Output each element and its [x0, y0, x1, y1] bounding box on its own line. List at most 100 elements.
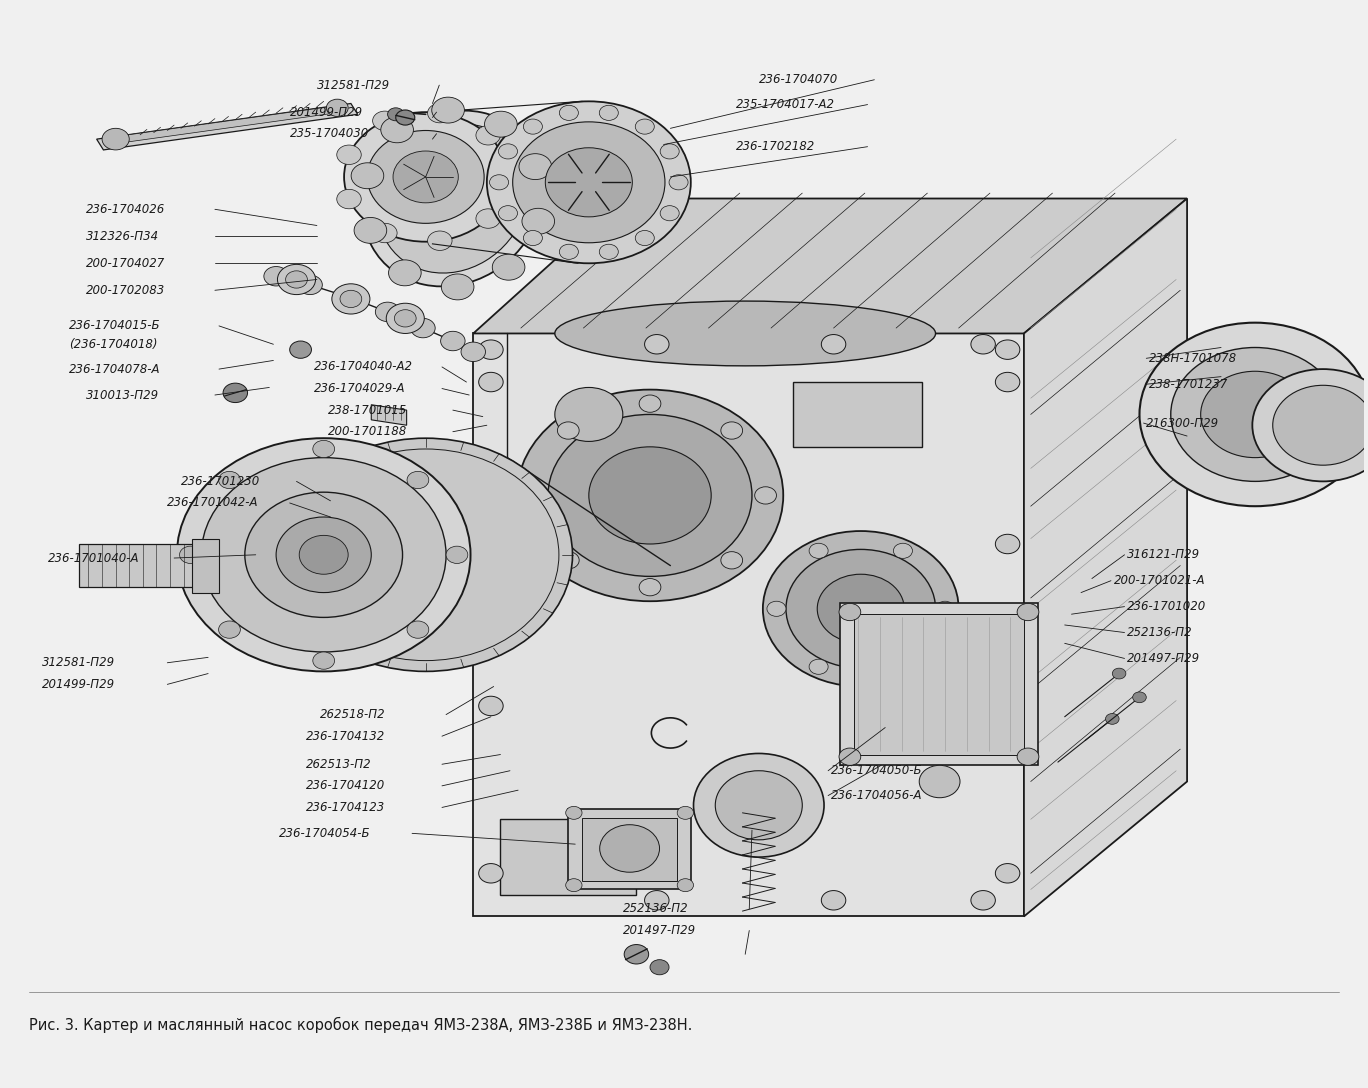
- Circle shape: [428, 103, 451, 123]
- Circle shape: [524, 119, 542, 134]
- Circle shape: [428, 231, 451, 250]
- Text: 262518-П2: 262518-П2: [320, 708, 386, 721]
- Circle shape: [566, 806, 581, 819]
- Circle shape: [677, 879, 694, 892]
- Circle shape: [644, 334, 669, 354]
- Circle shape: [996, 864, 1019, 883]
- Ellipse shape: [555, 301, 936, 366]
- Bar: [581, 818, 677, 881]
- Circle shape: [337, 189, 361, 209]
- Circle shape: [661, 206, 679, 221]
- Text: 236-1704054-Б: 236-1704054-Б: [279, 827, 371, 840]
- Circle shape: [1018, 749, 1038, 765]
- Text: 236-1704120: 236-1704120: [306, 779, 386, 792]
- Circle shape: [555, 387, 622, 442]
- Circle shape: [588, 447, 711, 544]
- Circle shape: [492, 255, 525, 281]
- Text: 236-1701230: 236-1701230: [181, 474, 260, 487]
- Circle shape: [560, 244, 579, 259]
- Polygon shape: [79, 544, 201, 588]
- Circle shape: [484, 111, 517, 137]
- Circle shape: [446, 546, 468, 564]
- Circle shape: [386, 304, 424, 333]
- Circle shape: [1252, 369, 1368, 481]
- Circle shape: [599, 106, 618, 121]
- Circle shape: [1171, 347, 1339, 481]
- Circle shape: [495, 168, 520, 187]
- Circle shape: [367, 131, 484, 223]
- Circle shape: [524, 231, 542, 246]
- Circle shape: [103, 128, 129, 150]
- Circle shape: [721, 422, 743, 440]
- Text: 201499-П29: 201499-П29: [290, 106, 363, 119]
- Circle shape: [599, 244, 618, 259]
- Text: 236-1704026: 236-1704026: [86, 202, 166, 215]
- Circle shape: [821, 334, 845, 354]
- Circle shape: [839, 749, 860, 765]
- Circle shape: [518, 153, 551, 180]
- Circle shape: [549, 415, 752, 577]
- Circle shape: [971, 891, 996, 910]
- Circle shape: [524, 486, 546, 504]
- Circle shape: [650, 960, 669, 975]
- Text: 236-1704070: 236-1704070: [759, 73, 839, 86]
- Circle shape: [408, 471, 428, 489]
- Polygon shape: [473, 333, 1023, 916]
- Text: 252136-П2: 252136-П2: [622, 902, 688, 915]
- Text: 236-1704056-А: 236-1704056-А: [830, 789, 922, 802]
- Circle shape: [996, 372, 1019, 392]
- Text: 310013-П29: 310013-П29: [86, 388, 159, 401]
- Circle shape: [298, 275, 323, 295]
- Text: 236-1704029-А: 236-1704029-А: [315, 382, 406, 395]
- Circle shape: [1112, 668, 1126, 679]
- Circle shape: [442, 274, 473, 300]
- Text: 201499-П29: 201499-П29: [42, 678, 115, 691]
- Text: 262513-П2: 262513-П2: [306, 757, 372, 770]
- Circle shape: [694, 754, 824, 857]
- Circle shape: [715, 770, 802, 840]
- Circle shape: [996, 696, 1019, 716]
- Polygon shape: [97, 103, 357, 150]
- Circle shape: [817, 574, 904, 643]
- Circle shape: [893, 543, 912, 558]
- Circle shape: [408, 621, 428, 639]
- Circle shape: [1018, 604, 1038, 620]
- Circle shape: [372, 111, 397, 131]
- Circle shape: [375, 302, 399, 322]
- Circle shape: [1140, 323, 1368, 506]
- Circle shape: [821, 891, 845, 910]
- Circle shape: [432, 97, 464, 123]
- Circle shape: [290, 341, 312, 358]
- Bar: [501, 819, 636, 895]
- Circle shape: [490, 175, 509, 190]
- Circle shape: [341, 290, 361, 308]
- Text: 312581-П29: 312581-П29: [42, 656, 115, 669]
- Circle shape: [919, 765, 960, 798]
- Text: 252136-П2: 252136-П2: [1127, 626, 1193, 639]
- Circle shape: [440, 332, 465, 350]
- Circle shape: [498, 144, 517, 159]
- Circle shape: [557, 422, 579, 440]
- Circle shape: [523, 208, 554, 234]
- Text: 200-1701021-А: 200-1701021-А: [1114, 574, 1205, 588]
- Text: 238-1701015: 238-1701015: [328, 404, 408, 417]
- Text: 201497-П29: 201497-П29: [622, 924, 696, 937]
- Ellipse shape: [378, 124, 528, 273]
- Circle shape: [517, 390, 784, 602]
- Circle shape: [393, 151, 458, 202]
- Circle shape: [513, 122, 665, 243]
- Circle shape: [313, 652, 335, 669]
- Circle shape: [286, 271, 308, 288]
- Text: ЭЛ
ЛЕА
СТИ: ЭЛ ЛЕА СТИ: [639, 503, 729, 629]
- Circle shape: [808, 543, 828, 558]
- Circle shape: [300, 535, 349, 574]
- Text: 236-1701042-А: 236-1701042-А: [167, 496, 259, 509]
- Circle shape: [479, 864, 503, 883]
- Circle shape: [677, 806, 694, 819]
- Text: 236-1704078-А: 236-1704078-А: [70, 362, 161, 375]
- Polygon shape: [1023, 198, 1187, 916]
- Text: 312581-П29: 312581-П29: [317, 78, 390, 91]
- Polygon shape: [473, 198, 1187, 333]
- Circle shape: [669, 175, 688, 190]
- Text: 236-1704132: 236-1704132: [306, 730, 386, 743]
